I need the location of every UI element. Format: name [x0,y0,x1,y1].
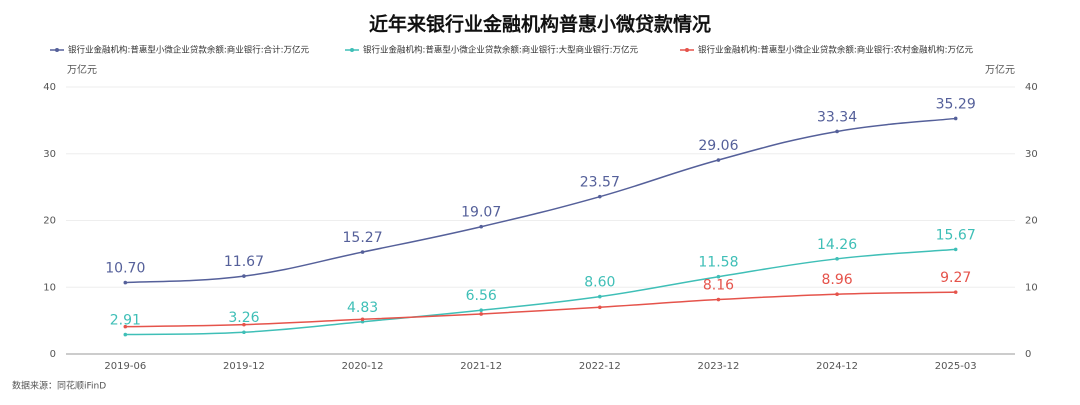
y-tick-label: 0 [50,349,56,360]
point [360,317,365,322]
y-tick-label: 40 [43,82,56,93]
legend-label: 银行业金融机构:普惠型小微企业贷款余额:商业银行:大型商业银行:万亿元 [363,45,638,56]
point [123,332,128,337]
value-label: 33.34 [817,109,857,125]
value-label: 29.06 [698,138,738,154]
x-tick-label: 2023-12 [698,361,740,372]
y2-tick-label: 30 [1025,149,1038,160]
point [835,292,839,296]
y2-axis-label: 万亿元 [985,63,1015,76]
point [123,324,128,329]
y-axis-label: 万亿元 [67,63,97,76]
legend-dot [55,48,59,52]
point [835,129,839,134]
point [123,280,128,285]
point [242,274,246,278]
chart-title: 近年来银行业金融机构普惠小微贷款情况 [369,13,711,36]
value-label: 3.26 [228,310,259,326]
series-line [125,117,956,284]
source: 数据来源：同花顺iFinD [12,380,106,392]
point [835,257,839,261]
value-label: 8.96 [821,272,852,288]
point [360,250,365,254]
value-label: 23.57 [580,175,620,191]
value-label: 11.67 [224,254,264,270]
point [598,294,602,299]
value-label: 2.91 [110,313,141,329]
point [598,194,602,199]
x-tick-label: 2024-12 [816,361,858,372]
point [953,116,958,121]
value-label: 11.58 [698,255,738,271]
point [953,247,958,252]
y2-tick-label: 20 [1025,216,1038,227]
value-label: 9.27 [940,270,971,286]
value-label: 8.60 [584,275,615,291]
point [242,330,246,335]
value-label: 8.16 [703,278,734,294]
series-line [125,291,956,328]
x-tick-label: 2019-12 [223,361,265,372]
legend-dot [350,48,354,52]
point [479,224,483,229]
y2-tick-label: 10 [1025,282,1038,293]
point [242,322,246,327]
x-tick-label: 2025-03 [935,361,977,372]
point [598,305,602,310]
x-tick-label: 2021-12 [460,361,502,372]
y2-tick-label: 0 [1025,349,1031,360]
y-tick-label: 20 [43,216,56,227]
legend-dot [685,48,689,52]
legend-label: 银行业金融机构:普惠型小微企业贷款余额:商业银行:合计:万亿元 [68,45,309,56]
point [479,312,483,316]
value-label: 6.56 [466,288,497,304]
point [716,297,721,302]
value-label: 19.07 [461,205,501,221]
point [716,158,721,162]
value-label: 35.29 [936,96,976,112]
point [953,290,958,294]
legend-label: 银行业金融机构:普惠型小微企业贷款余额:商业银行:农村金融机构:万亿元 [698,45,973,56]
y2-tick-label: 40 [1025,82,1038,93]
value-label: 14.26 [817,237,857,253]
x-tick-label: 2020-12 [342,361,384,372]
y-tick-label: 30 [43,149,56,160]
point [716,274,721,279]
x-tick-label: 2019-06 [104,361,146,372]
y-tick-label: 10 [43,282,56,293]
x-tick-label: 2022-12 [579,361,621,372]
point [479,308,483,313]
value-label: 4.83 [347,300,378,316]
point [360,319,365,324]
value-label: 10.70 [105,261,145,277]
series-line [125,248,956,336]
value-label: 15.67 [936,227,976,243]
value-label: 15.27 [343,230,383,246]
